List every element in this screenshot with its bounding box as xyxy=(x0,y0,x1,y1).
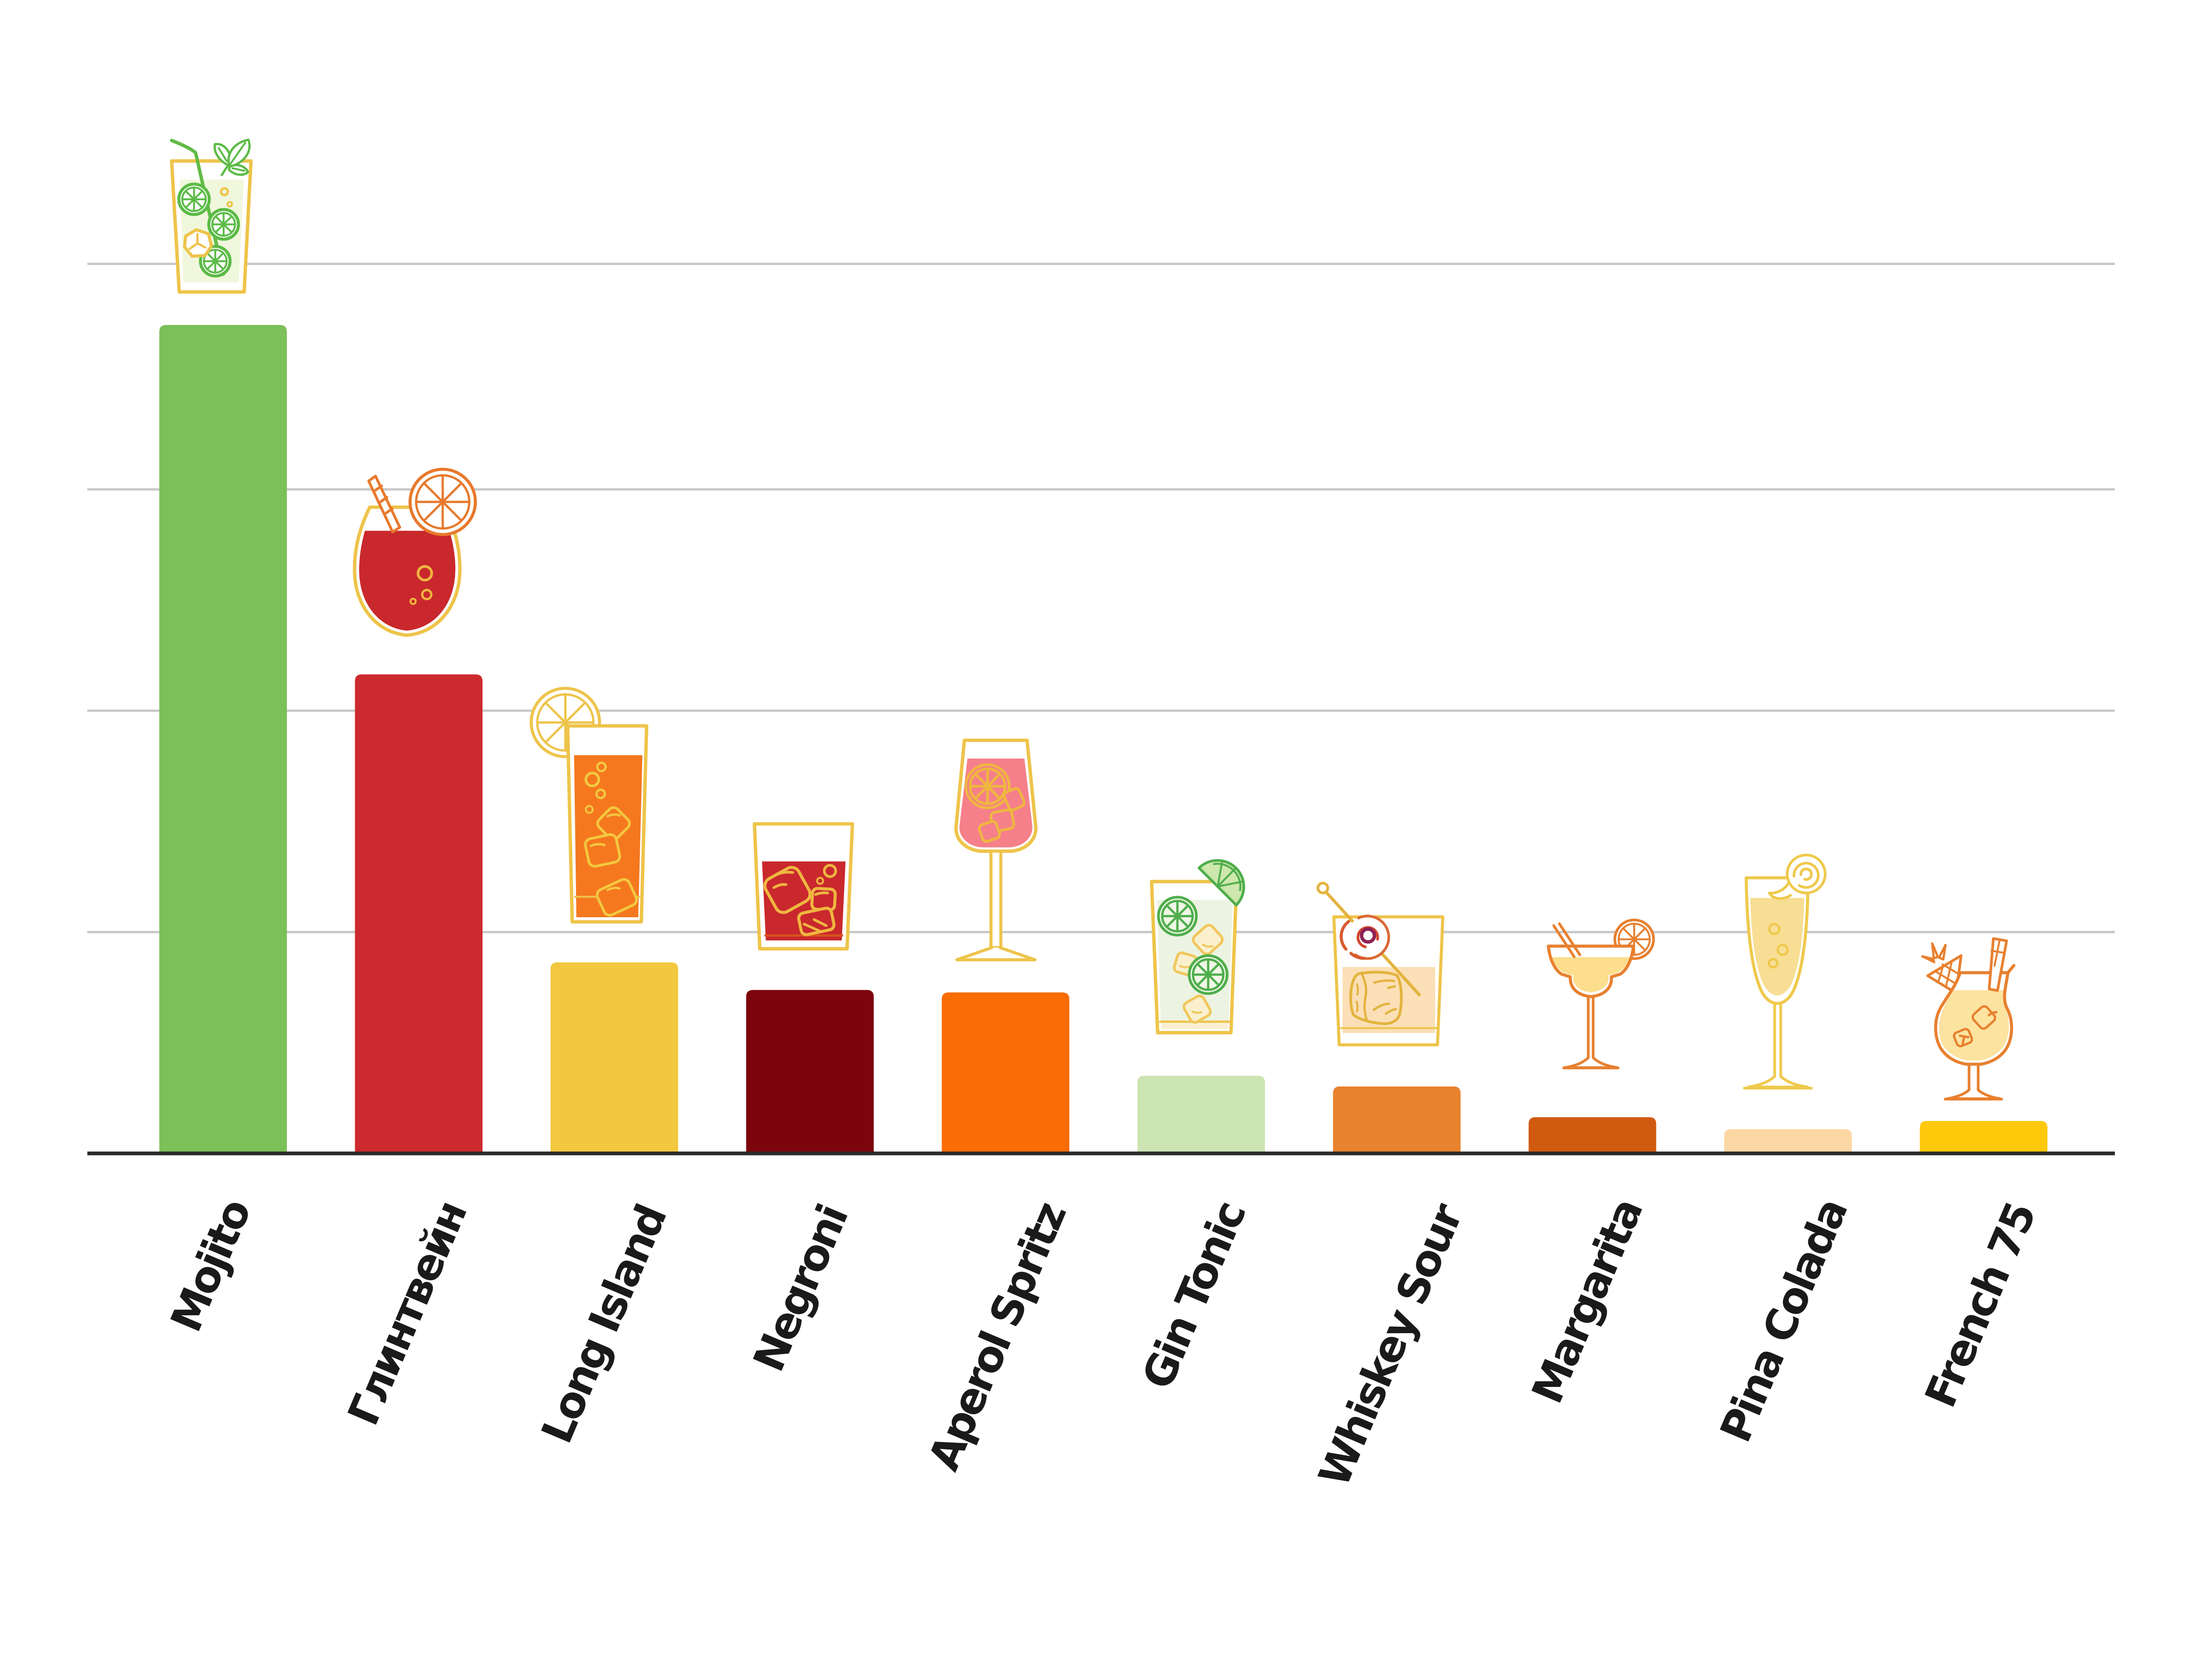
bar-mojito xyxy=(159,325,287,1154)
straw-icon xyxy=(367,475,402,534)
negroni-glass-icon xyxy=(752,822,854,951)
bubble xyxy=(409,597,417,605)
glass-stem xyxy=(1773,1002,1782,1079)
bar-french-75 xyxy=(1920,1121,2047,1154)
lime-wheels-icon xyxy=(1157,896,1229,995)
glass-stem xyxy=(989,849,1003,950)
bar-whiskey-sour xyxy=(1333,1086,1461,1154)
cherry-swirl-icon xyxy=(1339,915,1390,960)
glass-outline xyxy=(1934,964,2016,1066)
pina-colada-flute-icon xyxy=(1743,853,1827,1090)
orange-wheel-icon xyxy=(409,468,477,536)
straw-icon xyxy=(1552,922,1582,958)
ice-cubes-icon xyxy=(763,866,837,936)
glass-outline xyxy=(1332,915,1445,1047)
citrus-twist-icon xyxy=(1768,853,1827,900)
bubbles xyxy=(816,864,837,885)
whiskey-sour-glass-icon xyxy=(1316,881,1445,1047)
bar-negroni xyxy=(746,990,874,1154)
aperol-spritz-glass-icon xyxy=(954,738,1038,961)
bar-глинтвейн xyxy=(355,674,483,1154)
bar-long-island xyxy=(550,962,678,1154)
liquid xyxy=(1939,990,2009,1061)
glass-outline xyxy=(353,505,462,637)
glass-outline xyxy=(1547,944,1635,999)
straw-icon xyxy=(170,139,225,276)
margarita-glass-icon xyxy=(1547,919,1655,1069)
glass-outline xyxy=(566,724,649,924)
pineapple-wedge-icon xyxy=(1921,942,1963,995)
glass-outline xyxy=(1744,876,1810,1005)
bubble xyxy=(816,877,824,885)
glass-base-fill xyxy=(1161,1022,1229,1030)
gin-tonic-glass-icon xyxy=(1149,859,1245,1034)
bar-gin-tonic xyxy=(1137,1076,1265,1154)
bubbles xyxy=(220,187,233,208)
cocktail-icons xyxy=(170,138,2016,1100)
ice-cube-icon xyxy=(1349,971,1403,1025)
bubble xyxy=(1776,943,1789,956)
glass-outline xyxy=(752,822,854,951)
bubble xyxy=(1768,958,1778,969)
glass-stem xyxy=(1587,995,1595,1060)
glass-stem xyxy=(1967,1063,1980,1092)
mojito-glass-icon xyxy=(170,138,253,294)
glass-outline xyxy=(954,738,1038,853)
bar-margarita xyxy=(1528,1117,1656,1154)
bubbles xyxy=(409,565,433,605)
french-75-hurricane-icon xyxy=(1921,937,2016,1100)
bar-aperol-spritz xyxy=(942,992,1069,1154)
glass-foot xyxy=(955,946,1037,961)
drink-liquid xyxy=(1750,898,1804,995)
ice-cubes-icon xyxy=(1953,1005,1998,1048)
glass-outline xyxy=(1149,880,1239,1034)
straw-icon xyxy=(1988,937,2008,992)
long-island-glass-icon xyxy=(529,687,649,924)
chart-background xyxy=(0,111,2187,1569)
bubbles xyxy=(1768,923,1789,969)
lime-wedge-icon xyxy=(1198,859,1245,907)
ice-cube-icon xyxy=(183,228,213,258)
ice-cubes-icon xyxy=(584,806,638,917)
mulled-wine-glass-icon xyxy=(353,468,477,637)
orange-slice-and-ice-icon xyxy=(964,763,1026,843)
bubble xyxy=(226,201,233,208)
lime-wheels-icon xyxy=(177,182,240,278)
liquid xyxy=(359,531,456,631)
pick-head-icon xyxy=(1316,881,1329,894)
bar-pina-colada xyxy=(1724,1129,1852,1154)
bubbles xyxy=(584,761,607,814)
drink-liquid xyxy=(1551,957,1630,993)
bars xyxy=(159,325,2047,1154)
bubble xyxy=(421,589,433,601)
mint-sprig-icon xyxy=(213,138,251,176)
